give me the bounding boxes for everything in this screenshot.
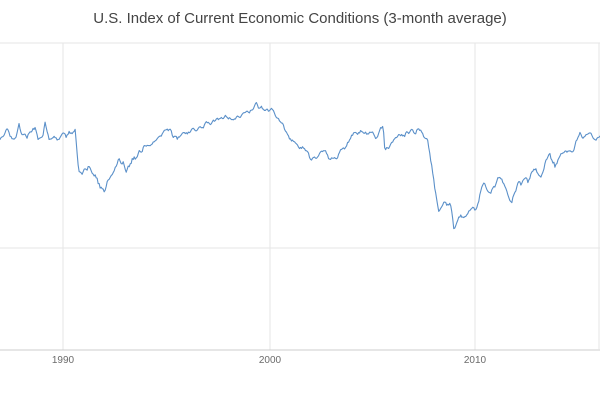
svg-text:1990: 1990 bbox=[52, 355, 75, 366]
svg-text:2010: 2010 bbox=[464, 355, 487, 366]
svg-text:2000: 2000 bbox=[259, 355, 282, 366]
